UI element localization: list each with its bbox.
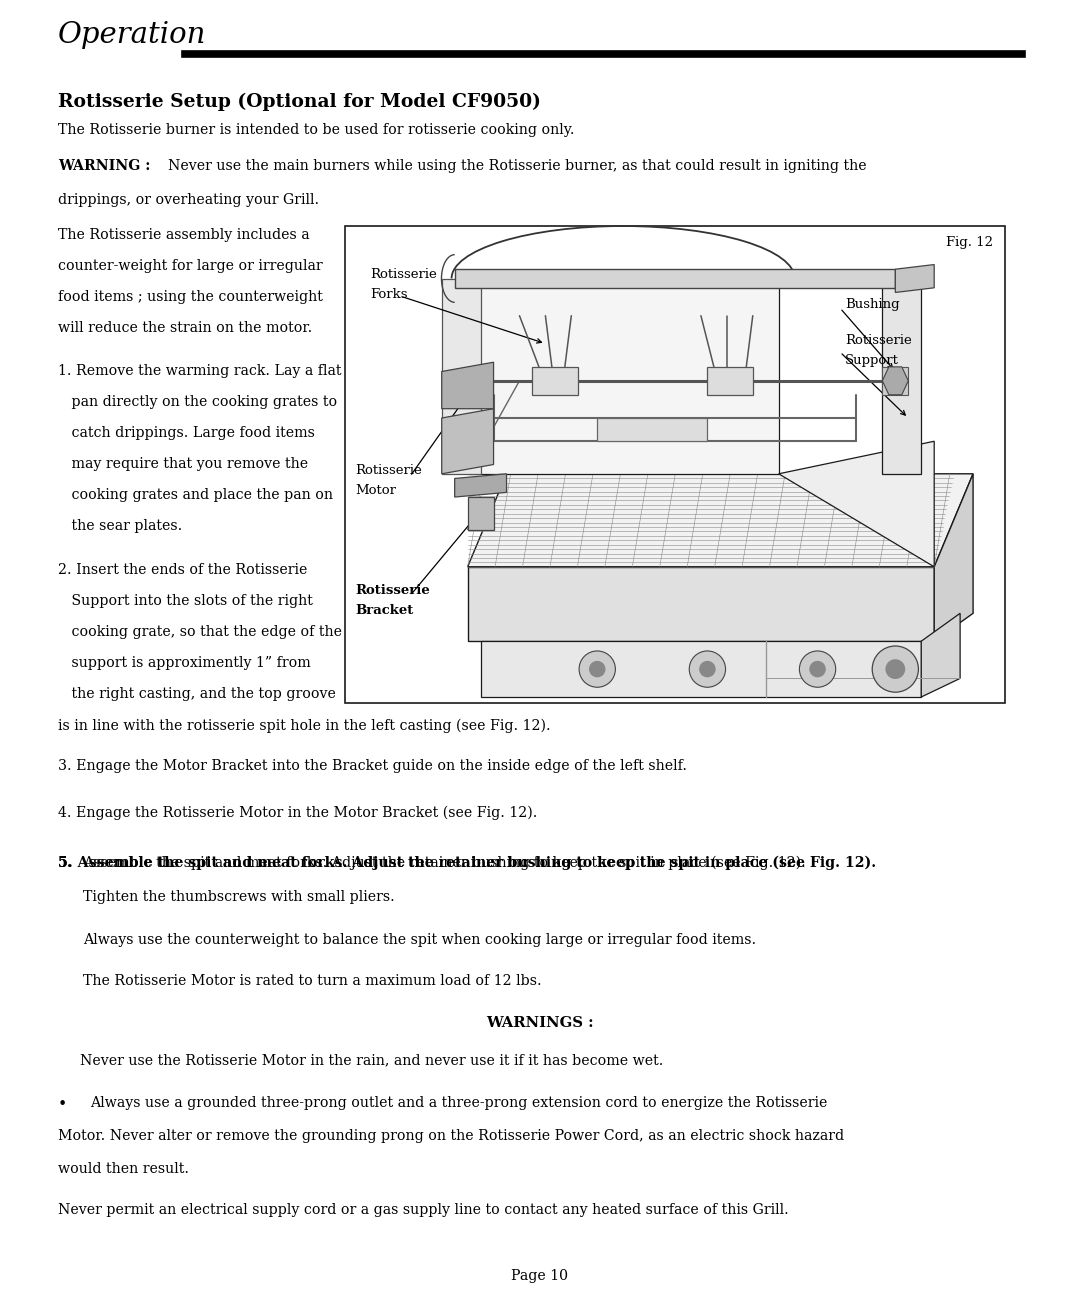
Polygon shape: [468, 566, 934, 641]
Text: Rotisserie: Rotisserie: [355, 464, 422, 477]
Polygon shape: [532, 367, 578, 395]
Ellipse shape: [579, 652, 616, 687]
Text: is in line with the rotisserie spit hole in the left casting (see Fig. 12).: is in line with the rotisserie spit hole…: [58, 718, 551, 733]
Text: Page 10: Page 10: [512, 1269, 568, 1283]
Polygon shape: [707, 367, 753, 395]
Text: 2. Insert the ends of the Rotisserie: 2. Insert the ends of the Rotisserie: [58, 562, 308, 577]
Text: Tighten the thumbscrews with small pliers.: Tighten the thumbscrews with small plier…: [83, 890, 395, 905]
Text: Never use the Rotisserie Motor in the rain, and never use it if it has become we: Never use the Rotisserie Motor in the ra…: [80, 1053, 663, 1067]
Text: cooking grates and place the pan on: cooking grates and place the pan on: [58, 488, 333, 502]
Text: the right casting, and the top groove: the right casting, and the top groove: [58, 687, 336, 701]
Text: Forks: Forks: [370, 288, 407, 302]
Polygon shape: [882, 278, 921, 473]
Polygon shape: [442, 278, 481, 473]
Ellipse shape: [809, 661, 826, 678]
Text: •: •: [58, 1096, 67, 1113]
Polygon shape: [882, 367, 908, 395]
Text: may require that you remove the: may require that you remove the: [58, 458, 308, 471]
Polygon shape: [895, 265, 934, 292]
Polygon shape: [882, 367, 908, 395]
Ellipse shape: [873, 646, 918, 692]
Polygon shape: [468, 497, 494, 530]
Text: 3. Engage the Motor Bracket into the Bracket guide on the inside edge of the lef: 3. Engage the Motor Bracket into the Bra…: [58, 759, 687, 773]
Text: 1. Remove the warming rack. Lay a flat: 1. Remove the warming rack. Lay a flat: [58, 364, 341, 378]
Text: Assemble the spit and meat forks. Adjust the retainer bushing to keep the spit i: Assemble the spit and meat forks. Adjust…: [83, 856, 806, 871]
Text: Rotisserie Setup (Optional for Model CF9050): Rotisserie Setup (Optional for Model CF9…: [58, 93, 541, 111]
Polygon shape: [481, 641, 921, 697]
Text: Motor: Motor: [355, 485, 396, 497]
Text: The Rotisserie assembly includes a: The Rotisserie assembly includes a: [58, 228, 310, 243]
Ellipse shape: [799, 652, 836, 687]
Text: Support: Support: [845, 354, 899, 367]
Text: Motor. Never alter or remove the grounding prong on the Rotisserie Power Cord, a: Motor. Never alter or remove the groundi…: [58, 1129, 845, 1143]
Text: Always use a grounded three-prong outlet and a three-prong extension cord to ene: Always use a grounded three-prong outlet…: [90, 1096, 827, 1110]
Text: 5.: 5.: [58, 856, 72, 871]
Ellipse shape: [699, 661, 716, 678]
Text: counter-weight for large or irregular: counter-weight for large or irregular: [58, 260, 323, 273]
Text: would then result.: would then result.: [58, 1162, 189, 1176]
Polygon shape: [468, 278, 779, 473]
Bar: [345, 225, 1005, 703]
Polygon shape: [442, 409, 494, 473]
Text: 4. Engage the Rotisserie Motor in the Motor Bracket (see Fig. 12).: 4. Engage the Rotisserie Motor in the Mo…: [58, 806, 538, 821]
Text: The Rotisserie Motor is rated to turn a maximum load of 12 lbs.: The Rotisserie Motor is rated to turn a …: [83, 974, 542, 988]
Polygon shape: [921, 614, 960, 697]
Text: Operation: Operation: [58, 21, 206, 49]
Text: Rotisserie: Rotisserie: [845, 334, 912, 347]
Text: Support into the slots of the right: Support into the slots of the right: [58, 594, 313, 608]
Text: Rotisserie: Rotisserie: [355, 583, 430, 597]
Text: Never use the main burners while using the Rotisserie burner, as that could resu: Never use the main burners while using t…: [168, 159, 866, 173]
Text: Bracket: Bracket: [355, 604, 414, 616]
Text: the sear plates.: the sear plates.: [58, 519, 183, 534]
Text: 5. Assemble the spit and meat forks. Adjust the retainer bushing to keep the spi: 5. Assemble the spit and meat forks. Adj…: [58, 856, 876, 871]
Text: pan directly on the cooking grates to: pan directly on the cooking grates to: [58, 395, 337, 409]
Text: catch drippings. Large food items: catch drippings. Large food items: [58, 426, 315, 440]
Polygon shape: [455, 269, 895, 288]
Text: Fig. 12: Fig. 12: [946, 236, 993, 249]
Ellipse shape: [689, 652, 726, 687]
Polygon shape: [779, 442, 934, 566]
Text: cooking grate, so that the edge of the: cooking grate, so that the edge of the: [58, 625, 342, 638]
Text: drippings, or overheating your Grill.: drippings, or overheating your Grill.: [58, 193, 319, 207]
Polygon shape: [455, 473, 507, 497]
Ellipse shape: [886, 659, 905, 679]
Text: support is approximently 1” from: support is approximently 1” from: [58, 656, 311, 670]
Polygon shape: [468, 473, 973, 566]
Text: WARNINGS :: WARNINGS :: [486, 1016, 594, 1030]
Text: will reduce the strain on the motor.: will reduce the strain on the motor.: [58, 321, 312, 336]
Text: Rotisserie: Rotisserie: [370, 267, 436, 281]
Ellipse shape: [589, 661, 606, 678]
Text: Bushing: Bushing: [845, 298, 900, 311]
Text: WARNING :: WARNING :: [58, 159, 150, 173]
Text: food items ; using the counterweight: food items ; using the counterweight: [58, 290, 323, 304]
Polygon shape: [442, 362, 494, 409]
Polygon shape: [597, 418, 707, 442]
Text: Always use the counterweight to balance the spit when cooking large or irregular: Always use the counterweight to balance …: [83, 933, 756, 947]
Text: The Rotisserie burner is intended to be used for rotisserie cooking only.: The Rotisserie burner is intended to be …: [58, 123, 575, 138]
Text: Never permit an electrical supply cord or a gas supply line to contact any heate: Never permit an electrical supply cord o…: [58, 1203, 788, 1217]
Polygon shape: [934, 473, 973, 641]
